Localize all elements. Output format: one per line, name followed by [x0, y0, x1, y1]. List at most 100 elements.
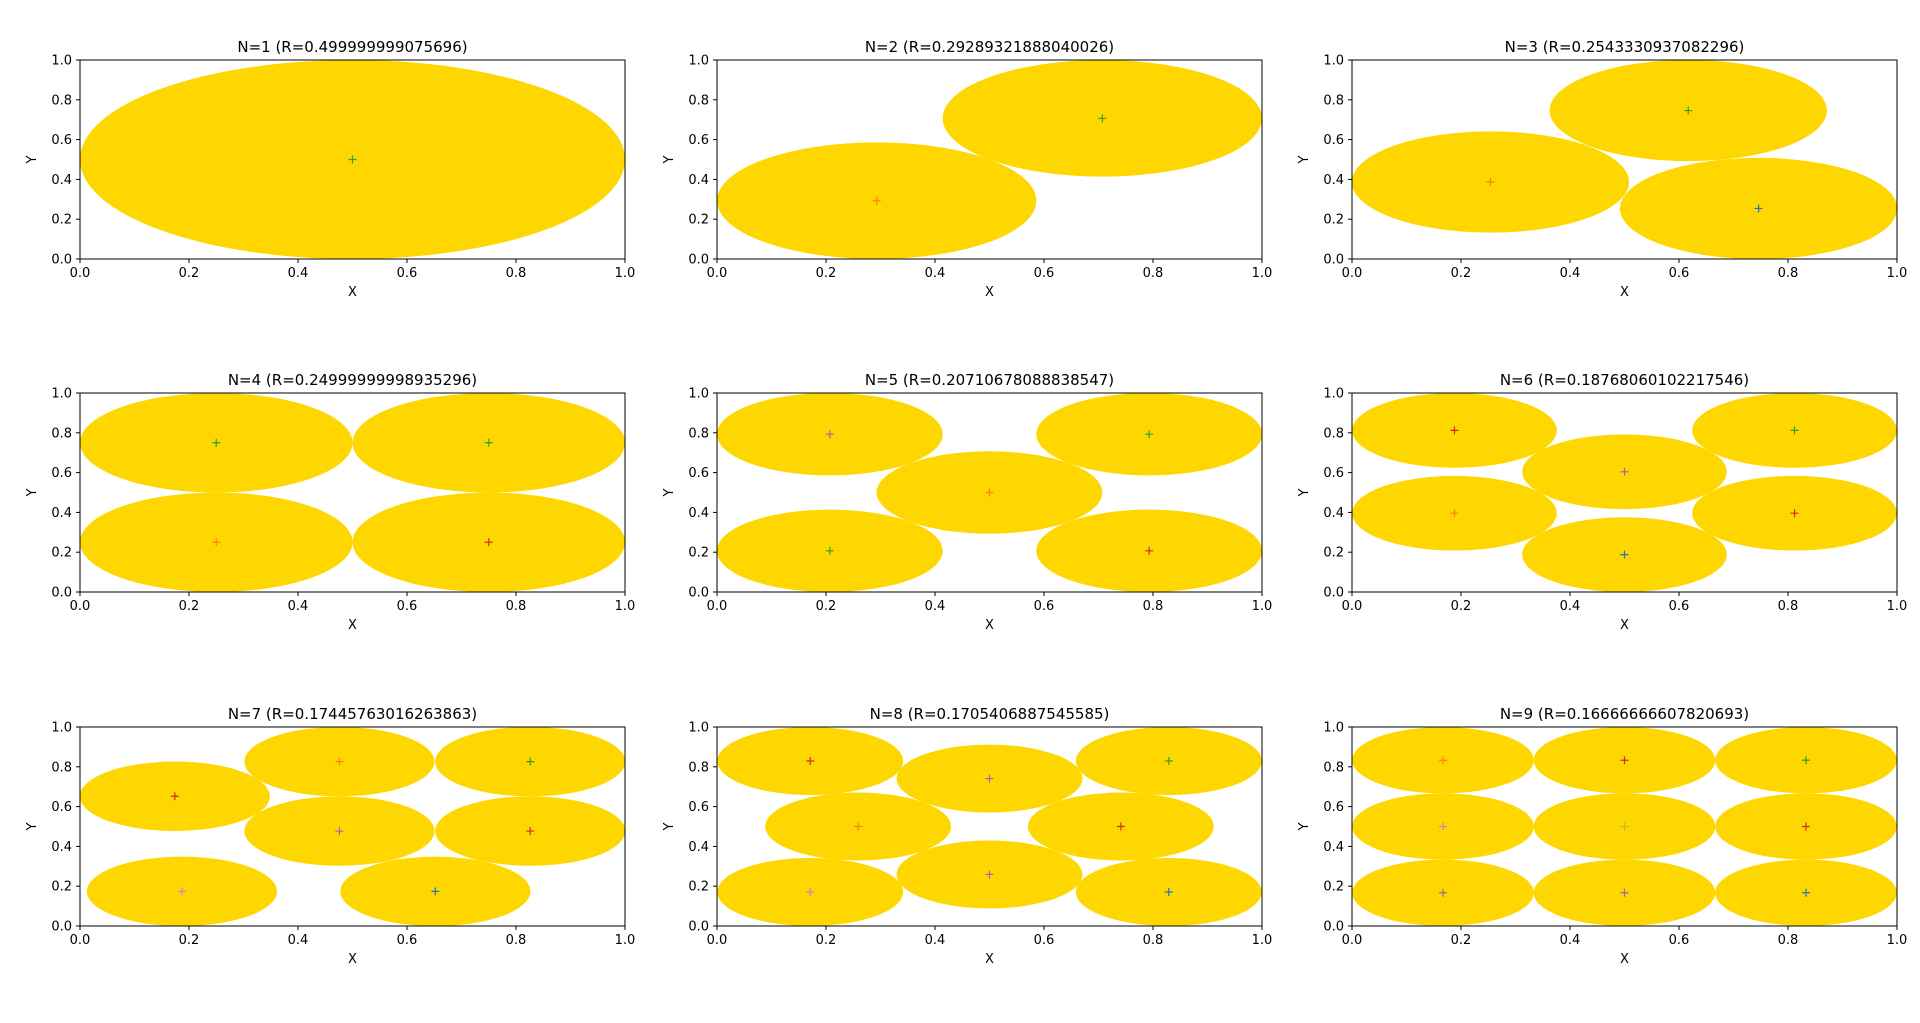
- subplot-title: N=6 (R=0.18768060102217546): [1500, 371, 1749, 389]
- center-marker-5: [526, 827, 535, 836]
- y-axis-label: Y: [1297, 822, 1312, 831]
- y-tick-label: 0.8: [51, 426, 72, 441]
- y-tick-label: 0.4: [688, 506, 709, 521]
- y-axis-label: Y: [662, 155, 677, 164]
- plot-area: [1352, 60, 1897, 259]
- y-axis-label: Y: [662, 822, 677, 831]
- y-tick-label: 0.2: [688, 213, 709, 228]
- subplot-8: 0.0 0.2 0.4 0.6 0.8 1.0 0.0 0.2 0.4 0.6 0.8 1.0 N=8 …: [662, 705, 1272, 967]
- center-marker-1: [1486, 177, 1495, 186]
- y-tick-label: 0.4: [688, 173, 709, 188]
- x-tick-label: 0.2: [816, 599, 837, 614]
- x-axis-label: X: [1620, 285, 1629, 300]
- x-tick-label: 0.0: [70, 266, 91, 281]
- axes-frame: [79, 59, 626, 260]
- y-tick-label: 0.0: [688, 253, 709, 268]
- x-tick-label: 0.6: [1034, 933, 1055, 948]
- center-marker-2: [1098, 114, 1107, 123]
- x-tick-label: 1.0: [615, 933, 636, 948]
- center-marker-7: [431, 887, 440, 896]
- center-marker-4: [484, 538, 493, 547]
- subplot-title: N=7 (R=0.17445763016263863): [228, 705, 477, 723]
- center-marker-1: [1439, 756, 1448, 765]
- x-tick-label: 0.4: [925, 933, 946, 948]
- y-tick-label: 0.2: [51, 546, 72, 561]
- x-axis-label: X: [1620, 952, 1629, 967]
- x-tick-label: 0.8: [1778, 599, 1799, 614]
- x-tick-label: 0.4: [925, 599, 946, 614]
- y-tick-label: 0.6: [688, 800, 709, 815]
- y-tick-label: 0.4: [1323, 840, 1344, 855]
- y-tick-label: 1.0: [688, 54, 709, 69]
- x-tick-label: 0.0: [707, 599, 728, 614]
- axes-frame: [716, 59, 1263, 260]
- x-tick-label: 0.6: [1669, 266, 1690, 281]
- x-tick-label: 0.4: [1560, 599, 1581, 614]
- center-marker-2: [1145, 430, 1154, 439]
- center-marker-1: [348, 155, 357, 164]
- subplot-title: N=1 (R=0.499999999075696): [237, 38, 467, 56]
- y-tick-label: 0.6: [688, 466, 709, 481]
- center-marker-5: [1145, 546, 1154, 555]
- plot-area: [717, 727, 1262, 926]
- y-tick-label: 0.6: [51, 133, 72, 148]
- y-tick-label: 0.6: [1323, 800, 1344, 815]
- y-axis-label: Y: [662, 488, 677, 497]
- y-tick-label: 0.6: [51, 466, 72, 481]
- center-marker-6: [1801, 822, 1810, 831]
- x-tick-label: 1.0: [615, 599, 636, 614]
- x-tick-label: 0.8: [1143, 933, 1164, 948]
- y-tick-label: 1.0: [1323, 54, 1344, 69]
- plot-area: [80, 393, 625, 592]
- plot-area: [80, 60, 625, 259]
- x-axis-label: X: [348, 952, 357, 967]
- subplot-9: 0.0 0.2 0.4 0.6 0.8 1.0 0.0 0.2 0.4 0.6 0.8 1.0 N=9 …: [1297, 705, 1907, 967]
- x-tick-label: 0.8: [506, 599, 527, 614]
- y-axis-label: Y: [25, 822, 40, 831]
- center-marker-3: [212, 538, 221, 547]
- y-tick-label: 1.0: [51, 387, 72, 402]
- y-tick-label: 0.2: [51, 213, 72, 228]
- y-axis-label: Y: [25, 488, 40, 497]
- y-tick-label: 1.0: [51, 54, 72, 69]
- x-tick-label: 0.0: [70, 599, 91, 614]
- center-marker-3: [985, 488, 994, 497]
- center-marker-2: [526, 757, 535, 766]
- subplot-4: 0.0 0.2 0.4 0.6 0.8 1.0 0.0 0.2 0.4 0.6 0.8 1.0 N=4 …: [25, 371, 635, 633]
- y-tick-label: 0.8: [1323, 93, 1344, 108]
- x-tick-label: 1.0: [1252, 933, 1273, 948]
- subplot-2: 0.0 0.2 0.4 0.6 0.8 1.0 0.0 0.2 0.4 0.6 0.8 1.0 N=2 …: [662, 38, 1272, 300]
- subplot-title: N=2 (R=0.29289321888040026): [865, 38, 1114, 56]
- center-marker-1: [212, 438, 221, 447]
- y-tick-label: 0.0: [1323, 586, 1344, 601]
- center-marker-1: [806, 757, 815, 766]
- y-tick-label: 0.4: [51, 173, 72, 188]
- y-tick-label: 0.0: [1323, 920, 1344, 935]
- axes-frame: [79, 726, 626, 927]
- center-marker-1: [872, 196, 881, 205]
- y-tick-label: 0.8: [688, 426, 709, 441]
- x-tick-label: 0.8: [1778, 266, 1799, 281]
- center-marker-4: [335, 827, 344, 836]
- plot-area: [1352, 727, 1897, 926]
- y-tick-label: 0.0: [1323, 253, 1344, 268]
- center-marker-3: [985, 774, 994, 783]
- x-tick-label: 0.4: [925, 266, 946, 281]
- axes-frame: [79, 392, 626, 593]
- x-tick-label: 0.0: [707, 266, 728, 281]
- x-tick-label: 0.6: [1669, 933, 1690, 948]
- x-tick-label: 0.6: [1669, 599, 1690, 614]
- x-axis-label: X: [985, 285, 994, 300]
- y-tick-label: 0.8: [1323, 760, 1344, 775]
- center-marker-4: [1450, 509, 1459, 518]
- y-tick-label: 0.2: [1323, 546, 1344, 561]
- y-axis-label: Y: [1297, 155, 1312, 164]
- plot-area: [717, 60, 1262, 259]
- center-marker-2: [1164, 757, 1173, 766]
- center-marker-5: [1790, 509, 1799, 518]
- y-tick-label: 1.0: [1323, 721, 1344, 736]
- x-tick-label: 0.0: [1342, 599, 1363, 614]
- axes-frame: [1351, 59, 1898, 260]
- subplot-3: 0.0 0.2 0.4 0.6 0.8 1.0 0.0 0.2 0.4 0.6 0.8 1.0 N=3 …: [1297, 38, 1907, 300]
